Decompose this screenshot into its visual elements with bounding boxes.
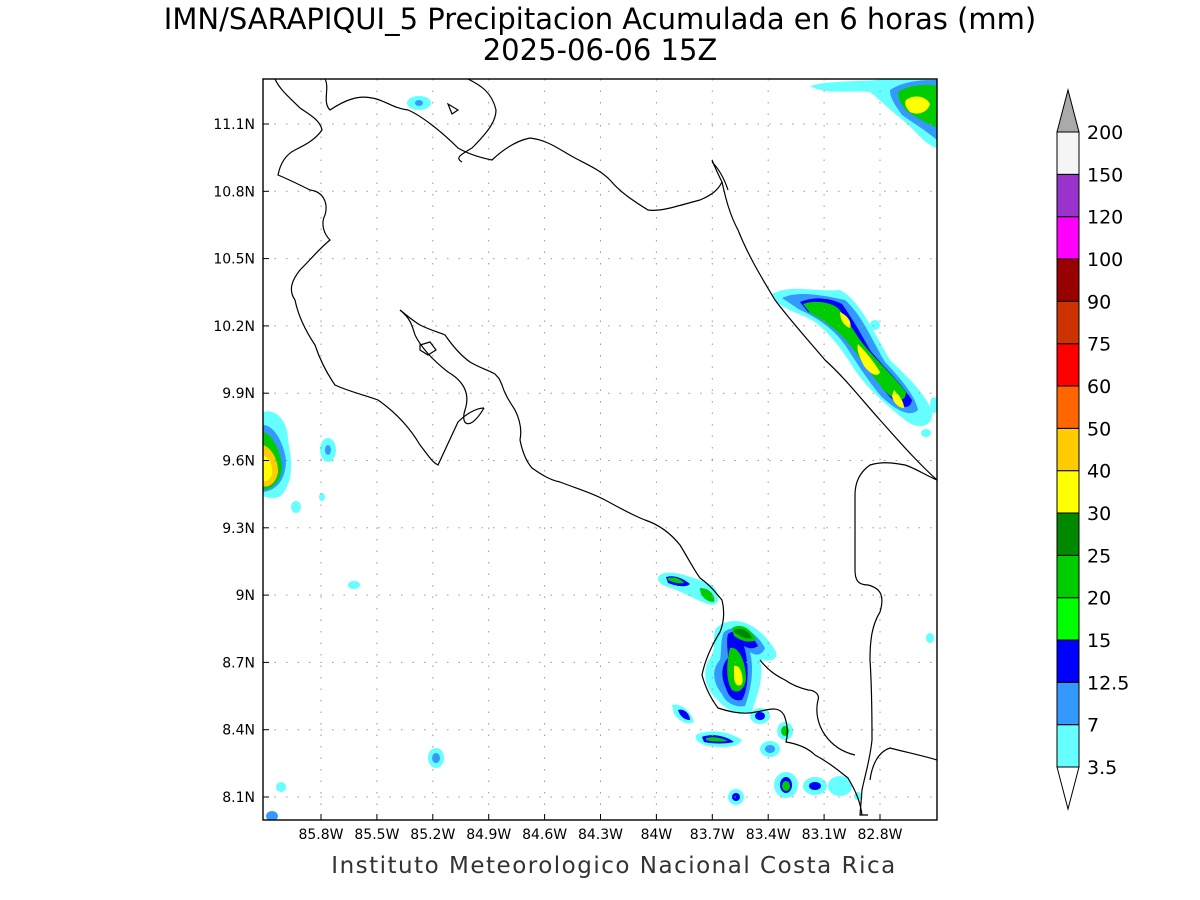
colorbar-swatch (1056, 131, 1080, 175)
colorbar-swatch (1056, 554, 1080, 599)
nicoya-island (419, 341, 437, 356)
y-axis-ticks: 11.1N 10.8N 10.5N 10.2N 9.9N 9.6N 9.3N 9N 8.7N 8.… (213, 117, 269, 806)
y-tick-label: 8.1N (222, 790, 255, 806)
colorbar-swatch (1056, 173, 1080, 218)
colorbar-label: 50 (1087, 418, 1111, 440)
precip-cell-south (657, 320, 937, 805)
y-tick-label: 10.8N (213, 184, 255, 200)
colorbar-label: 25 (1087, 545, 1111, 567)
costa-rica-caribbean-coast (721, 181, 937, 481)
x-tick-label: 83.7W (690, 827, 735, 843)
y-tick-label: 9N (236, 588, 255, 604)
x-tick-label: 84.3W (578, 827, 623, 843)
y-tick-label: 11.1N (213, 117, 255, 133)
colorbar-legend: 3.5 7 12.5 15 20 25 30 40 50 60 75 90 100 120 150 200 (1056, 88, 1129, 811)
precipitation-fields (263, 79, 937, 820)
colorbar-swatch (1056, 385, 1080, 429)
nicaragua-border (324, 79, 723, 211)
colorbar-label: 75 (1087, 334, 1111, 356)
colorbar-swatch (1056, 597, 1080, 641)
title-line-2: 2025-06-06 15Z (482, 33, 718, 67)
colorbar-label: 12.5 (1087, 672, 1129, 694)
y-tick-label: 9.9N (222, 386, 255, 402)
y-tick-label: 10.5N (213, 252, 255, 268)
y-tick-label: 8.7N (222, 655, 255, 671)
precip-cell-ne-corner (810, 79, 937, 148)
colorbar-swatch (1056, 216, 1080, 260)
coastlines-and-borders (274, 79, 937, 816)
grid-lines (263, 79, 937, 820)
colorbar-label: 120 (1087, 207, 1123, 229)
x-tick-label: 83.1W (802, 827, 847, 843)
y-tick-label: 10.2N (213, 319, 255, 335)
colorbar-swatch (1056, 258, 1080, 302)
colorbar-label: 100 (1087, 249, 1123, 271)
colorbar-label: 15 (1087, 630, 1111, 652)
x-axis-ticks: 85.8W 85.5W 85.2W 84.9W 84.6W 84.3W 84W 83.7W 83… (298, 814, 903, 843)
x-tick-label: 84.6W (522, 827, 567, 843)
colorbar-swatch (1056, 724, 1080, 768)
panama-border (854, 462, 937, 816)
colorbar-label: 3.5 (1087, 757, 1117, 779)
x-tick-label: 82.8W (857, 827, 902, 843)
colorbar-label: 90 (1087, 291, 1111, 313)
colorbar-swatch (1056, 427, 1080, 472)
x-tick-label: 85.2W (410, 827, 455, 843)
title-line-1: IMN/SARAPIQUI_5 Precipitacion Acumulada … (163, 2, 1037, 36)
colorbar-label: 20 (1087, 588, 1111, 610)
colorbar-label: 150 (1087, 164, 1123, 186)
nicaragua-lake-shore (458, 79, 497, 163)
colorbar-label: 30 (1087, 503, 1111, 525)
x-tick-label: 85.8W (298, 827, 343, 843)
nicaragua-caribbean-coast (711, 161, 729, 191)
osa-peninsula (759, 659, 856, 756)
north-pacific-coast (274, 79, 485, 466)
colorbar-swatch (1056, 681, 1080, 726)
footer-credit: Instituto Meteorologico Nacional Costa R… (331, 853, 897, 879)
x-tick-label: 84.9W (466, 827, 511, 843)
colorbar-swatch (1056, 300, 1080, 345)
south-pacific-coast (399, 309, 863, 816)
colorbar-label: 7 (1087, 715, 1099, 737)
colorbar-label: 200 (1087, 122, 1123, 144)
map-title: IMN/SARAPIQUI_5 Precipitacion Acumulada … (0, 4, 1200, 66)
y-tick-label: 9.6N (222, 454, 255, 470)
colorbar-swatch (1056, 512, 1080, 556)
colorbar-min-arrow (1056, 766, 1080, 811)
precip-cell-ne-coast (772, 288, 933, 427)
x-tick-label: 85.5W (354, 827, 399, 843)
colorbar-max-arrow (1056, 88, 1080, 133)
nicoya-gulf (399, 309, 485, 425)
precip-cell-west (263, 96, 444, 820)
colorbar-swatch (1056, 343, 1080, 387)
colorbar-swatch (1056, 639, 1080, 683)
lake-arenal (446, 102, 460, 115)
x-tick-label: 83.4W (746, 827, 791, 843)
map-frame (262, 78, 938, 821)
colorbar-swatch (1056, 470, 1080, 514)
colorbar-label: 60 (1087, 376, 1111, 398)
y-tick-label: 9.3N (222, 521, 255, 537)
colorbar-label: 40 (1087, 461, 1111, 483)
y-tick-label: 8.4N (222, 723, 255, 739)
panama-pacific-coast (869, 747, 937, 781)
x-tick-label: 84W (641, 827, 673, 843)
